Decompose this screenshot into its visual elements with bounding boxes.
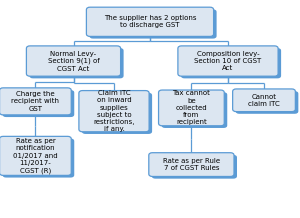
Text: Rate as per
notification
01/2017 and
11/2017-
CGST (R): Rate as per notification 01/2017 and 11/… <box>13 138 58 174</box>
Text: Composition levy-
Section 10 of CGST
Act: Composition levy- Section 10 of CGST Act <box>194 51 262 71</box>
FancyBboxPatch shape <box>178 46 278 76</box>
Text: The supplier has 2 options
to discharge GST: The supplier has 2 options to discharge … <box>104 15 196 28</box>
FancyBboxPatch shape <box>158 90 224 126</box>
Text: Rate as per Rule
7 of CGST Rules: Rate as per Rule 7 of CGST Rules <box>163 158 220 171</box>
FancyBboxPatch shape <box>89 9 217 39</box>
FancyBboxPatch shape <box>0 136 71 175</box>
FancyBboxPatch shape <box>149 153 234 177</box>
FancyBboxPatch shape <box>86 7 214 36</box>
Text: Charge the
recipient with
GST: Charge the recipient with GST <box>11 91 59 112</box>
FancyBboxPatch shape <box>79 91 149 132</box>
FancyBboxPatch shape <box>233 89 295 112</box>
FancyBboxPatch shape <box>152 155 237 179</box>
FancyBboxPatch shape <box>82 93 152 134</box>
Text: Claim ITC
on inward
supplies
subject to
restrictions,
if any.: Claim ITC on inward supplies subject to … <box>93 90 135 132</box>
FancyBboxPatch shape <box>161 92 227 128</box>
FancyBboxPatch shape <box>181 48 281 78</box>
Text: Normal Levy-
Section 9(1) of
CGST Act: Normal Levy- Section 9(1) of CGST Act <box>48 51 99 72</box>
Text: Cannot
claim ITC: Cannot claim ITC <box>248 94 280 107</box>
Text: Tax cannot
be
collected
from
recipient: Tax cannot be collected from recipient <box>172 90 210 125</box>
FancyBboxPatch shape <box>2 139 74 177</box>
FancyBboxPatch shape <box>236 91 298 114</box>
FancyBboxPatch shape <box>26 46 121 76</box>
FancyBboxPatch shape <box>2 90 74 117</box>
FancyBboxPatch shape <box>0 88 71 115</box>
FancyBboxPatch shape <box>29 48 124 78</box>
